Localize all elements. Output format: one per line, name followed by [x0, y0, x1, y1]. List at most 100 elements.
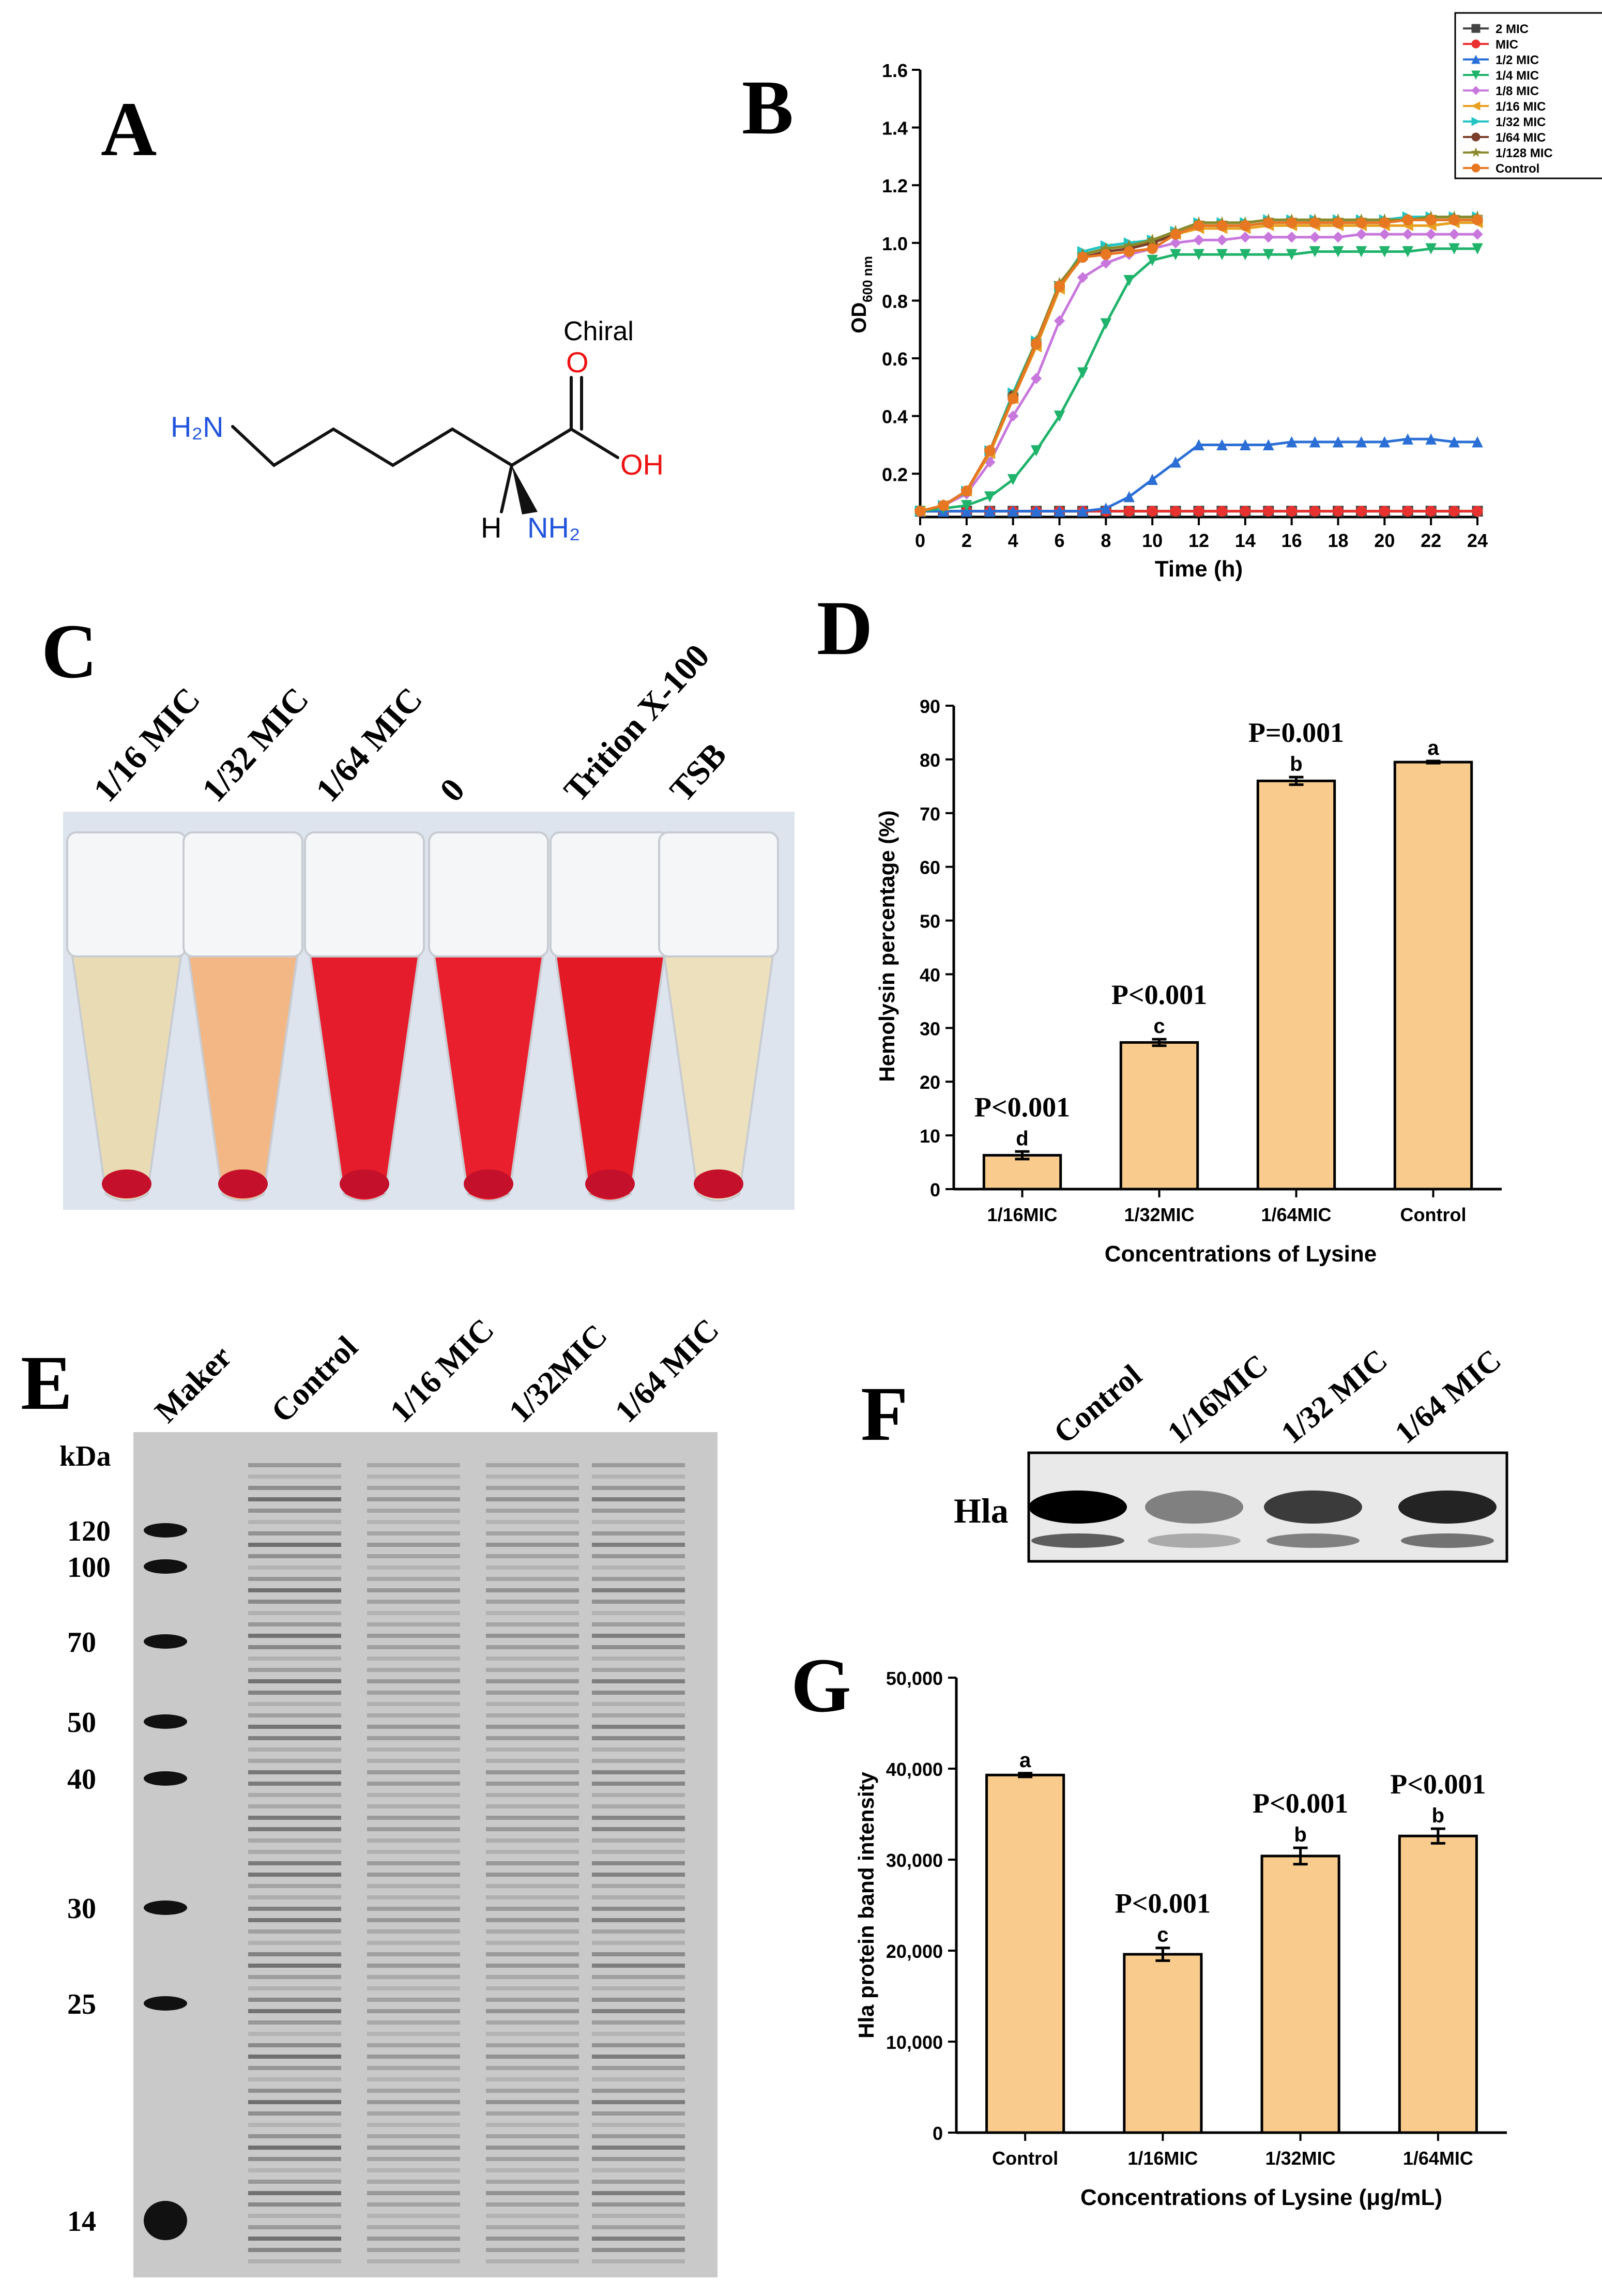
legend-entry-label: 1/8 MIC [1496, 84, 1539, 98]
marker-band [144, 1559, 187, 1574]
sample-band [592, 2157, 685, 2161]
chart-g-y-tick-label: 40,000 [886, 1759, 943, 1780]
chiral-label: Chiral [563, 316, 634, 346]
sample-band [592, 1691, 685, 1695]
legend-entry-label: 1/2 MIC [1496, 53, 1539, 67]
gel-marker-label: 30 [67, 1893, 96, 1925]
chart-d-y-tick-label: 70 [920, 803, 940, 825]
tube-cap [182, 831, 303, 957]
chart-b-series-line [920, 216, 1477, 513]
sample-band [592, 2100, 685, 2104]
legend-entry-label: Control [1496, 162, 1539, 176]
sample-band [486, 1975, 579, 1979]
panel-label-a: A [101, 86, 157, 172]
growth-curve-chart: 0.20.40.60.81.01.21.41.6 0 2 4 6 8 10 12 14 16 18… [848, 12, 1602, 582]
blot-lane-label: 1/32 MIC [1275, 1343, 1394, 1450]
sample-band [592, 1474, 685, 1479]
sample-band [248, 2032, 341, 2036]
sample-band [486, 2020, 579, 2025]
chart-b-point [1262, 439, 1274, 450]
chart-d-bar [1256, 779, 1336, 1191]
carbon-chain [231, 425, 573, 467]
sample-band [592, 1565, 685, 1570]
chart-g-bar [1398, 1834, 1478, 2134]
sample-band [592, 2134, 685, 2138]
gel-lane-label: 1/32MIC [502, 1318, 614, 1430]
sample-band [367, 1543, 460, 1547]
chart-b-x-tick-label: 0 [915, 530, 925, 551]
sample-band [592, 1520, 685, 1524]
chart-b-point [1333, 217, 1344, 229]
chart-g-p-value: P<0.001 [1253, 1788, 1348, 1819]
chart-d-bar [982, 1154, 1062, 1191]
sample-band [486, 1793, 579, 1797]
sample-band [592, 2009, 685, 2013]
chart-b-series [914, 243, 1483, 517]
tube-pellet [585, 1169, 635, 1198]
sample-band [367, 1895, 460, 1899]
chart-b-point [1077, 367, 1089, 379]
chart-d-bar [1393, 761, 1473, 1191]
blot-band-lower [1401, 1533, 1494, 1548]
tube-cap [428, 831, 549, 957]
sample-band [592, 1463, 685, 1467]
sample-band [592, 1873, 685, 1877]
sample-band [486, 1645, 579, 1649]
chart-g-bar [1260, 1854, 1340, 2134]
sample-band [486, 1577, 579, 1581]
chart-g-significance-letter: a [1019, 1749, 1031, 1772]
sample-band [367, 2248, 460, 2252]
sample-band [367, 1804, 460, 1808]
sample-band [486, 1543, 579, 1547]
chart-b-point [1448, 243, 1460, 255]
chart-b-point [1425, 243, 1437, 255]
chart-b-point [1472, 214, 1483, 225]
sample-band [367, 1691, 460, 1695]
chart-b-point [1008, 393, 1019, 404]
sample-band [592, 2191, 685, 2195]
blot-band-lower [1148, 1533, 1241, 1548]
sample-band [486, 1656, 579, 1661]
legend-entry-label: 1/128 MIC [1496, 146, 1553, 160]
chart-b-series [914, 229, 1483, 517]
sample-band [486, 1941, 579, 1945]
sample-band [486, 2123, 579, 2127]
chart-b-x-tick-label: 20 [1374, 530, 1395, 551]
sample-band [486, 1611, 579, 1615]
sample-band [486, 2248, 579, 2252]
sample-band [248, 1565, 341, 1570]
chart-b-point [1240, 506, 1251, 517]
marker-band [144, 2201, 187, 2240]
sample-band [486, 1702, 579, 1706]
sample-band [592, 2214, 685, 2218]
sample-band [367, 1747, 460, 1752]
chart-b-point [1309, 436, 1321, 448]
tube [182, 831, 303, 1202]
chart-b-point [1379, 436, 1391, 448]
sample-band [367, 2100, 460, 2104]
sample-band [248, 1895, 341, 1899]
sample-band [367, 1656, 460, 1661]
panel-label-b: B [742, 65, 794, 150]
sample-band [367, 1577, 460, 1581]
gel-unit-label: kDa [59, 1440, 111, 1472]
sample-band [248, 2168, 341, 2172]
tube [550, 831, 670, 1202]
sample-band [367, 2191, 460, 2195]
legend-box [1454, 12, 1602, 179]
chart-b-x-tick-label: 18 [1328, 530, 1348, 551]
sample-band [486, 2100, 579, 2104]
sample-band [486, 2032, 579, 2036]
chart-g-significance-letter: b [1432, 1804, 1444, 1827]
chart-b-point [1170, 249, 1181, 261]
chart-b-point [1355, 229, 1367, 240]
sample-band [367, 1520, 460, 1524]
sample-band [486, 1759, 579, 1763]
chart-b-point [1100, 257, 1112, 269]
legend-entry-label: 2 MIC [1496, 22, 1529, 36]
sample-band [248, 2077, 341, 2081]
sample-band [367, 1679, 460, 1683]
sample-band [367, 1827, 460, 1831]
chart-b-point [1425, 506, 1437, 517]
